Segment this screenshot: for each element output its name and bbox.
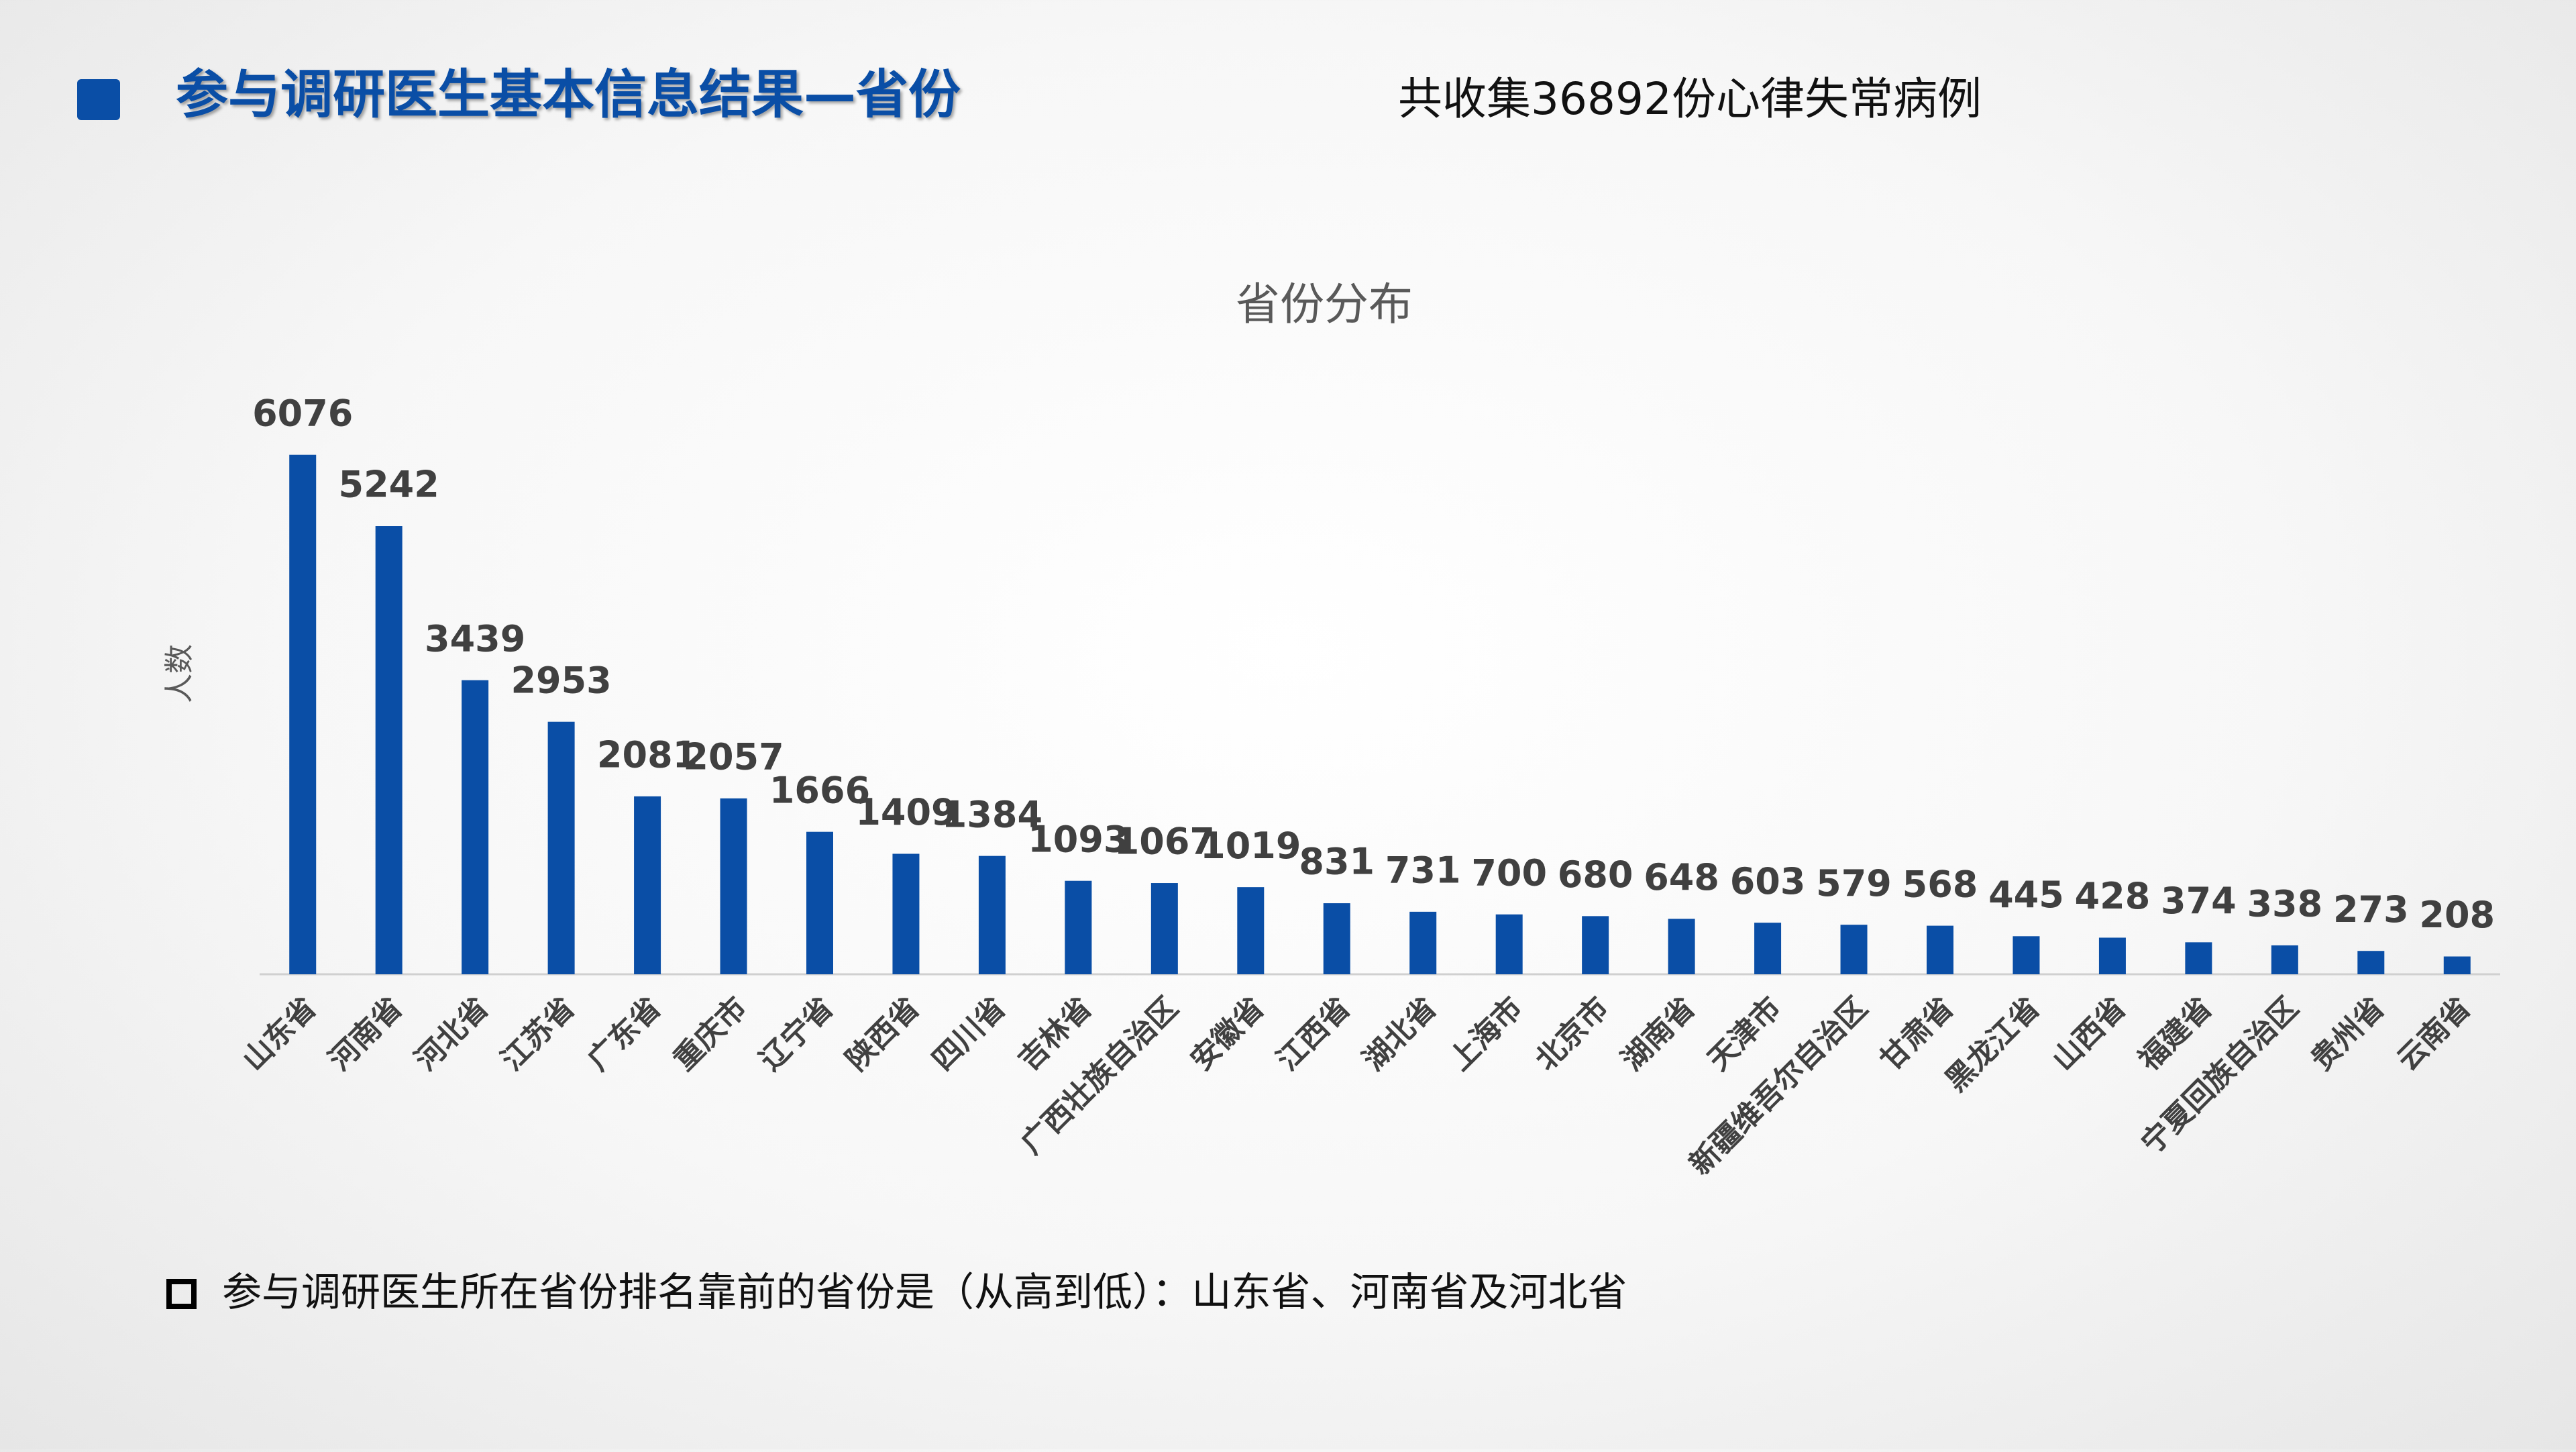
x-tick-label: 甘肃省 (1874, 990, 1960, 1077)
value-label: 1409 (855, 791, 956, 833)
value-label: 2057 (683, 736, 784, 778)
slide-note: 共收集36892份心律失常病例 (1398, 73, 1982, 125)
x-tick-label: 广东省 (581, 990, 667, 1077)
bar (2271, 945, 2298, 974)
value-label: 374 (2161, 880, 2237, 922)
value-label: 273 (2333, 888, 2409, 931)
x-tick-label: 江西省 (1271, 990, 1357, 1077)
bar (1754, 923, 1782, 974)
x-tick-label: 重庆市 (667, 990, 753, 1077)
y-axis-label: 人数 (162, 644, 197, 703)
value-label: 603 (1730, 860, 1806, 902)
chart-title: 省份分布 (1236, 278, 1413, 330)
value-label: 579 (1816, 862, 1892, 904)
x-tick-label: 山西省 (2046, 990, 2133, 1077)
bar (2357, 951, 2385, 974)
bar (1840, 925, 1868, 974)
value-label: 2953 (511, 659, 611, 701)
x-tick-label: 山东省 (236, 990, 323, 1077)
bar (2098, 937, 2126, 974)
x-tick-label: 贵州省 (2304, 990, 2391, 1077)
bar (1409, 911, 1437, 974)
bar (2443, 956, 2471, 974)
value-label: 3439 (425, 617, 525, 660)
bar (2012, 936, 2040, 974)
bar (1237, 887, 1265, 974)
value-label: 5242 (339, 464, 439, 506)
x-tick-label: 四川省 (926, 990, 1012, 1077)
bar (1150, 883, 1178, 974)
value-label: 445 (1988, 874, 2064, 916)
x-tick-label: 湖北省 (1356, 990, 1443, 1077)
value-label: 428 (2075, 875, 2151, 917)
value-label: 338 (2247, 883, 2322, 925)
value-label: 648 (1644, 856, 1719, 898)
value-label: 568 (1902, 863, 1978, 905)
value-label: 731 (1385, 849, 1461, 891)
x-tick-label: 河南省 (323, 990, 409, 1077)
bar (1927, 925, 1953, 974)
x-tick-label: 安徽省 (1184, 990, 1271, 1077)
bar (1582, 916, 1609, 974)
footer-text: 参与调研医生所在省份排名靠前的省份是（从高到低）：山东省、河南省及河北省 (222, 1269, 1627, 1315)
x-tick-label: 广西壮族自治区 (1014, 990, 1185, 1161)
x-tick-label: 北京市 (1529, 990, 1615, 1077)
x-tick-label: 辽宁省 (753, 990, 840, 1077)
bar (634, 796, 661, 974)
value-label: 1067 (1114, 821, 1215, 863)
bar (1668, 919, 1695, 974)
value-label: 2081 (597, 733, 698, 776)
title-marker (77, 79, 120, 120)
value-label: 1384 (942, 793, 1042, 835)
bar (978, 855, 1006, 974)
bar (892, 853, 920, 974)
x-tick-label: 陕西省 (839, 990, 926, 1077)
x-tick-label: 宁夏回族自治区 (2135, 990, 2305, 1161)
value-label: 1019 (1200, 825, 1301, 867)
value-label: 680 (1558, 853, 1633, 896)
bar (720, 798, 747, 974)
bar (462, 680, 489, 974)
bullet-box (166, 1279, 197, 1309)
x-tick-label: 江苏省 (494, 990, 581, 1077)
value-label: 831 (1299, 841, 1375, 883)
bar (547, 721, 575, 974)
x-tick-label: 吉林省 (1012, 990, 1098, 1077)
x-tick-label: 黑龙江省 (1939, 990, 2047, 1098)
bar (2185, 942, 2212, 974)
bar (375, 526, 402, 974)
bar (289, 454, 317, 974)
x-tick-label: 湖南省 (1615, 990, 1701, 1077)
slide-title: 参与调研医生基本信息结果—省份 (176, 64, 961, 125)
value-label: 1093 (1028, 818, 1128, 860)
value-label: 208 (2419, 894, 2495, 936)
bar (1065, 880, 1092, 974)
x-tick-label: 上海市 (1443, 990, 1529, 1077)
value-label: 700 (1471, 851, 1547, 894)
x-tick-label: 云南省 (2391, 990, 2477, 1077)
value-label: 1666 (769, 769, 870, 811)
value-label: 6076 (252, 392, 353, 434)
bar (1323, 903, 1350, 974)
x-tick-label: 河北省 (409, 990, 495, 1077)
bar (1495, 914, 1523, 974)
x-tick-label: 天津市 (1701, 990, 1788, 1077)
bar (806, 831, 833, 974)
